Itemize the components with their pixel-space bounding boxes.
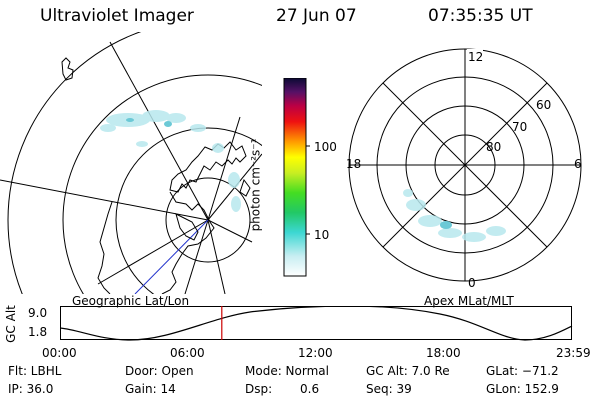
gc-alt-value: GC Alt: 7.0 Re [366,364,450,378]
gain-value: Gain: 14 [125,382,176,396]
glat-value: GLat: −71.2 [486,364,559,378]
seq-value: Seq: 39 [366,382,412,396]
door-status: Door: Open [125,364,194,378]
longitude-line [207,219,226,294]
right-map-label: Apex MLat/MLT [424,294,514,308]
longitude-line [207,219,253,243]
time-tick-0000: 00:00 [42,346,77,360]
coastline [61,57,251,294]
time-tick-0600: 06:00 [170,346,205,360]
latitude-circle-far [7,32,142,294]
colorbar-tick-label-100: 100 [314,140,337,154]
filter-value: Flt: LBHL [8,364,62,378]
latitude-circle-mid [115,127,262,294]
meridian-highlight [134,219,209,294]
longitude-line [109,41,209,221]
longitude-line [97,219,209,285]
auroral-oval-bright [440,221,452,229]
longitude-line [184,219,209,294]
mlat-label-80: 80 [486,140,501,154]
ip-value: IP: 36.0 [8,382,54,396]
mlat-label-60: 60 [536,98,551,112]
geographic-map [0,32,262,294]
auroral-emission [100,110,241,212]
altitude-timeline [60,306,573,341]
colorbar-tick-label-10: 10 [314,228,330,242]
mlt-label-12: 12 [468,50,483,64]
observation-date: 27 Jun 07 [276,6,357,26]
altitude-plot-frame [60,306,572,340]
observation-time: 07:35:35 UT [428,6,533,26]
time-tick-1200: 12:00 [298,346,333,360]
colorbar-unit-label: photon cm⁻²s⁻¹ [248,138,263,232]
time-tick-1800: 18:00 [426,346,461,360]
instrument-title: Ultraviolet Imager [40,6,194,26]
dsp-label: Dsp: [245,382,273,396]
magnetic-polar-plot: 12 18 6 0 60 70 80 [346,48,582,289]
altitude-tick-min: 1.8 [28,325,48,339]
altitude-tick-max: 9.0 [28,306,48,320]
latitude-circle-outer [62,74,262,294]
time-tick-2359: 23:59 [556,346,591,360]
mlat-label-70: 70 [512,120,527,134]
left-map-label: Geographic Lat/Lon [72,294,190,308]
glon-value: GLon: 152.9 [486,382,559,396]
latitude-circle-inner [165,177,251,263]
mode-value: Mode: Normal [245,364,329,378]
longitude-line [0,179,209,221]
colorbar [283,78,310,277]
mlt-label-18: 18 [346,157,361,171]
auroral-oval [403,189,506,242]
altitude-axis-label: GC Alt [3,305,18,343]
altitude-trace [60,306,573,341]
colorbar-gradient [283,78,307,277]
mlt-diagonal [382,82,548,248]
auroral-emission-bright [126,118,172,127]
dsp-value: 0.6 [300,382,320,396]
longitude-line [207,116,241,221]
mlt-label-0: 0 [468,276,476,289]
mlt-label-6: 6 [574,157,582,171]
